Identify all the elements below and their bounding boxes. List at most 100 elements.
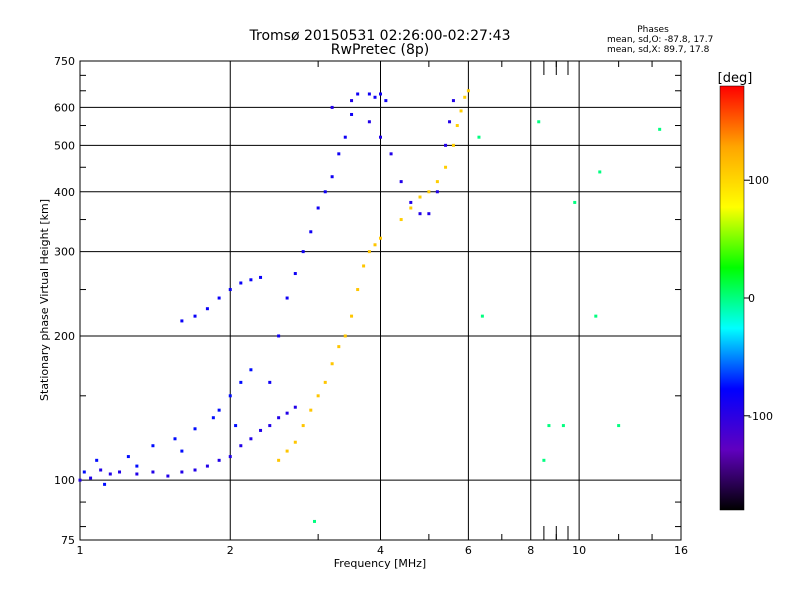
data-point xyxy=(293,405,297,409)
data-point xyxy=(180,319,184,323)
colorbar-tick-label: 0 xyxy=(748,292,755,305)
data-point xyxy=(561,424,565,428)
data-point xyxy=(228,288,232,292)
data-point xyxy=(239,380,243,384)
chart-subtitle: RwPretec (8p) xyxy=(331,42,429,58)
data-point xyxy=(435,190,439,194)
data-point xyxy=(293,272,297,276)
data-point xyxy=(384,99,388,103)
data-point xyxy=(89,476,93,480)
tick-marks xyxy=(80,61,681,540)
data-point xyxy=(542,458,546,462)
data-point xyxy=(350,314,354,318)
data-point xyxy=(448,120,452,124)
data-point xyxy=(217,458,221,462)
data-point xyxy=(82,470,86,474)
x-tick-label: 10 xyxy=(572,544,586,557)
data-point xyxy=(268,424,272,428)
data-points xyxy=(78,89,662,523)
x-tick-label: 2 xyxy=(227,544,234,557)
data-point xyxy=(547,424,551,428)
data-point xyxy=(409,200,413,204)
data-point xyxy=(373,243,377,247)
colorbar-label: [deg] xyxy=(718,71,753,86)
y-axis-label: Stationary phase Virtual Height [km] xyxy=(38,199,51,401)
data-point xyxy=(399,180,403,184)
x-tick-label: 6 xyxy=(465,544,472,557)
data-point xyxy=(418,195,422,199)
y-tick-label: 75 xyxy=(61,534,75,547)
data-point xyxy=(173,437,177,441)
data-point xyxy=(249,437,253,441)
data-point xyxy=(658,127,662,131)
stats-title: Phases xyxy=(637,25,669,35)
data-point xyxy=(309,408,313,412)
data-point xyxy=(316,206,320,210)
data-point xyxy=(211,416,215,420)
data-point xyxy=(180,449,184,453)
data-point xyxy=(151,444,155,448)
y-tick-label: 500 xyxy=(54,139,75,152)
data-point xyxy=(312,519,316,523)
data-point xyxy=(477,135,481,139)
data-point xyxy=(95,458,99,462)
data-point xyxy=(259,428,263,432)
y-tick-label: 750 xyxy=(54,55,75,68)
data-point xyxy=(463,95,467,99)
data-point xyxy=(435,180,439,184)
data-point xyxy=(135,472,139,476)
data-point xyxy=(103,482,107,486)
data-point xyxy=(594,314,598,318)
data-point xyxy=(427,212,431,216)
data-point xyxy=(444,143,448,147)
data-point xyxy=(205,307,209,311)
data-point xyxy=(228,455,232,459)
data-point xyxy=(399,218,403,222)
data-point xyxy=(108,472,112,476)
data-point xyxy=(259,275,263,279)
data-point xyxy=(293,440,297,444)
x-tick-label: 8 xyxy=(527,544,534,557)
colorbar-tick-label: -100 xyxy=(748,410,773,423)
y-tick-label: 200 xyxy=(54,330,75,343)
data-point xyxy=(367,120,371,124)
x-tick-label: 16 xyxy=(674,544,688,557)
data-point xyxy=(239,281,243,285)
data-point xyxy=(427,190,431,194)
data-point xyxy=(379,92,382,96)
colorbar xyxy=(719,85,745,511)
data-point xyxy=(268,380,272,384)
data-point xyxy=(277,416,281,420)
data-point xyxy=(309,230,313,234)
data-point xyxy=(537,120,541,124)
y-tick-label: 400 xyxy=(54,186,75,199)
data-point xyxy=(234,424,238,428)
data-point xyxy=(217,296,221,300)
data-point xyxy=(249,278,253,282)
data-point xyxy=(444,165,448,169)
data-point xyxy=(151,470,155,474)
data-point xyxy=(343,334,347,338)
data-point xyxy=(367,250,371,254)
x-tick-label: 1 xyxy=(77,544,84,557)
data-point xyxy=(573,200,577,204)
data-point xyxy=(228,394,232,398)
chart-title: Tromsø 20150531 02:26:00-02:27:43 xyxy=(249,28,511,44)
data-point xyxy=(301,250,305,254)
x-tick-labels: 1 2 4 6 8 10 16 xyxy=(77,544,689,557)
data-point xyxy=(193,468,197,472)
data-point xyxy=(118,470,122,474)
data-point xyxy=(379,236,382,240)
data-point xyxy=(451,99,455,103)
data-point xyxy=(350,112,354,116)
stats-line-o: mean, sd,O: -87.8, 17.7 xyxy=(607,35,713,45)
data-point xyxy=(126,455,130,459)
y-tick-label: 100 xyxy=(54,474,75,487)
data-point xyxy=(343,135,347,139)
y-tick-label: 300 xyxy=(54,246,75,259)
data-point xyxy=(277,334,281,338)
data-point xyxy=(193,427,197,431)
data-point xyxy=(409,206,413,210)
data-point xyxy=(459,109,463,113)
